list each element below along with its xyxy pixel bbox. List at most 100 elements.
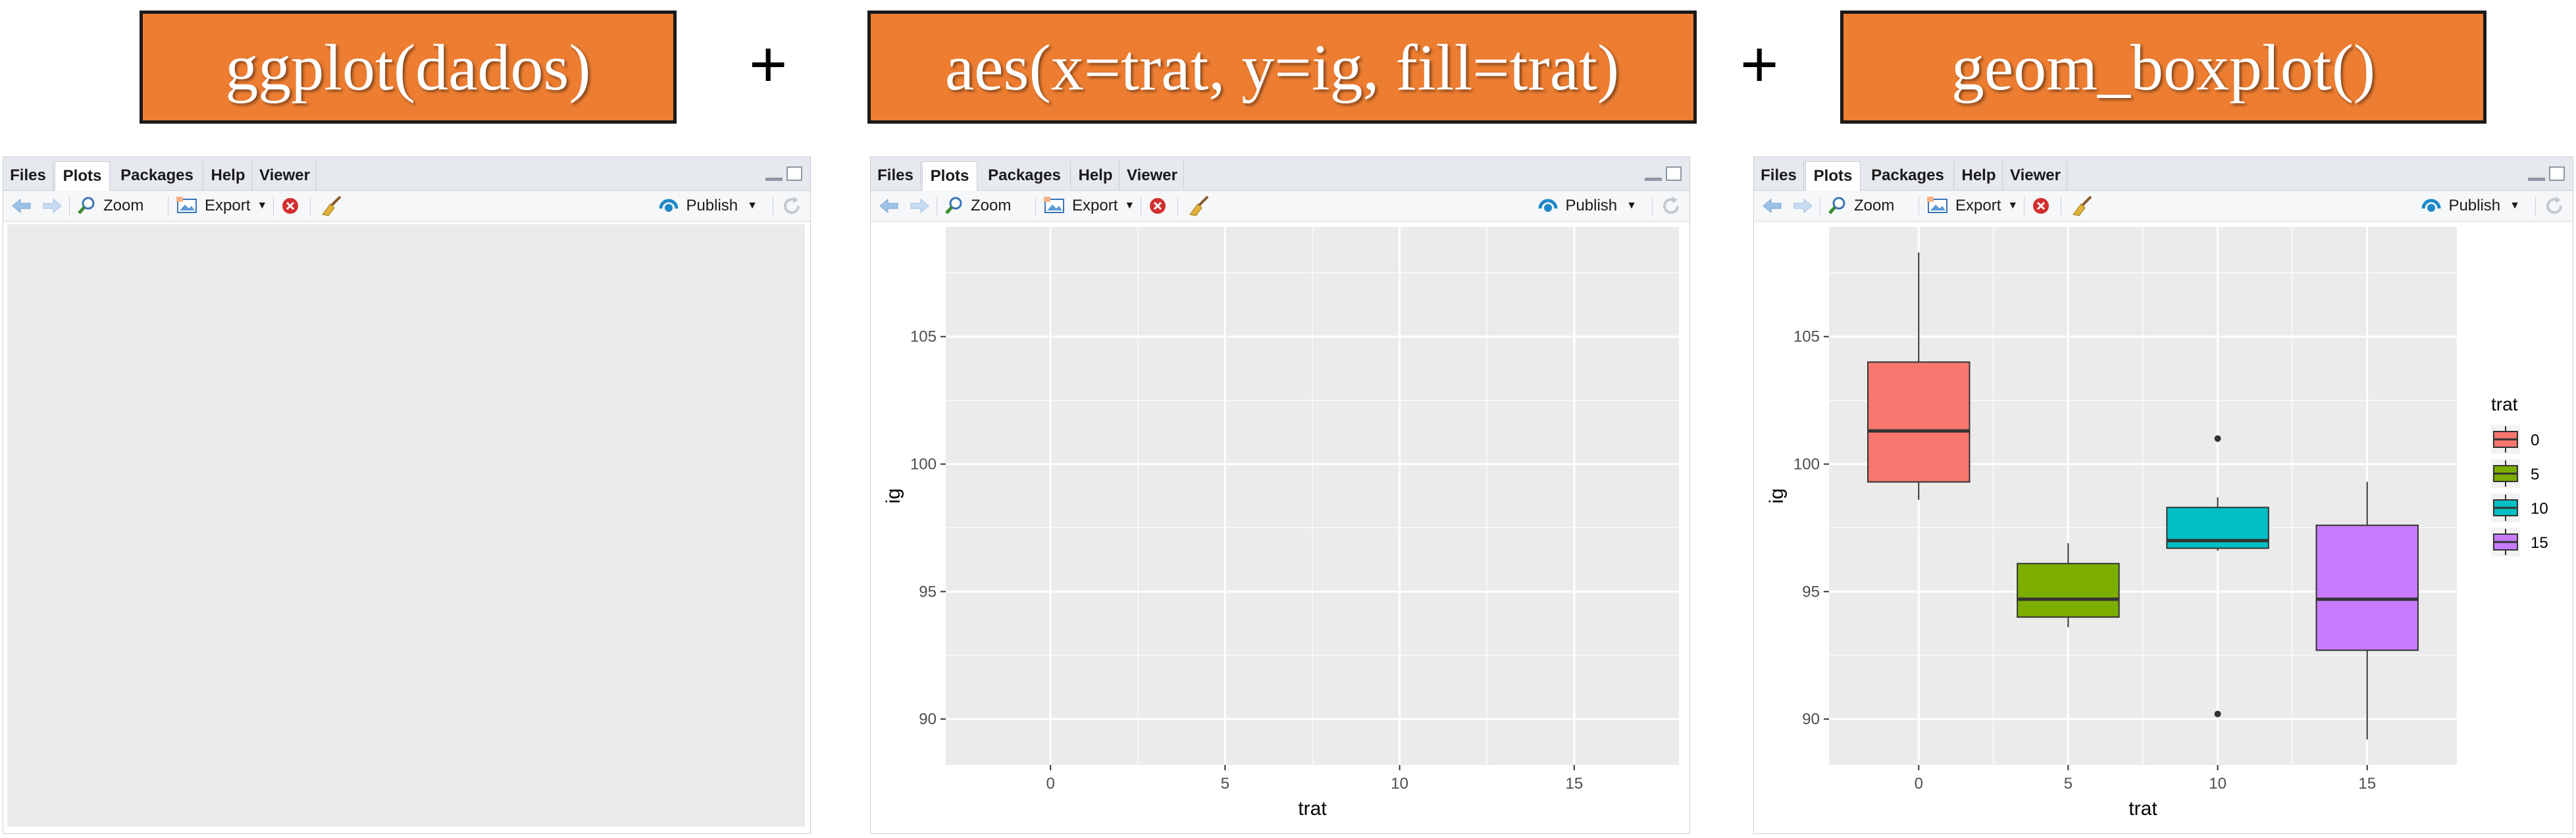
plots-toolbar: Zoom Export ▼ Publish ▼ xyxy=(3,191,810,222)
export-image-icon xyxy=(1044,197,1064,213)
chart-svg: 90 95 100 105 0 5 10 15 trat ig trat 0 5 10 15 xyxy=(1766,227,2548,820)
remove-plot-icon[interactable] xyxy=(281,191,299,221)
pane-tab-bar: Files Plots Packages Help Viewer xyxy=(871,157,1689,191)
publish-label: Publish xyxy=(686,197,738,214)
legend-entry-label: 0 xyxy=(2531,431,2539,449)
x-tick-label: 10 xyxy=(2209,775,2227,793)
outlier-point xyxy=(2214,435,2221,442)
tab-viewer[interactable]: Viewer xyxy=(1121,161,1184,190)
y-tick-label: 90 xyxy=(1802,710,1820,728)
chevron-down-icon: ▼ xyxy=(1124,200,1135,211)
publish-button[interactable]: Publish ▼ xyxy=(1537,191,1637,221)
refresh-icon[interactable] xyxy=(2544,191,2565,221)
tab-packages[interactable]: Packages xyxy=(1862,161,1954,190)
remove-plot-icon[interactable] xyxy=(2032,191,2050,221)
y-axis-title: ig xyxy=(1766,488,1788,503)
tab-help[interactable]: Help xyxy=(205,161,252,190)
blank-plot-panel xyxy=(7,224,805,827)
x-tick-label: 10 xyxy=(1391,775,1408,793)
tab-help[interactable]: Help xyxy=(1955,161,2003,190)
publish-button[interactable]: Publish ▼ xyxy=(658,191,758,221)
publish-button[interactable]: Publish ▼ xyxy=(2421,191,2520,221)
forward-arrow-icon[interactable] xyxy=(41,191,63,221)
back-arrow-icon[interactable] xyxy=(879,191,900,221)
y-tick-label: 95 xyxy=(919,583,937,601)
maximize-pane-icon[interactable] xyxy=(1666,166,1682,181)
legend-entry-label: 5 xyxy=(2531,466,2539,483)
export-image-icon xyxy=(176,197,197,213)
code-banner-aes: aes(x=trat, y=ig, fill=trat) xyxy=(867,11,1697,124)
x-axis-title: trat xyxy=(1298,798,1327,820)
zoom-button[interactable]: Zoom xyxy=(944,191,1011,221)
x-axis-title: trat xyxy=(2128,798,2157,820)
zoom-magnifier-icon xyxy=(1828,197,1845,214)
chevron-down-icon: ▼ xyxy=(2007,200,2019,211)
minimize-pane-icon[interactable] xyxy=(2528,166,2545,181)
refresh-icon[interactable] xyxy=(781,191,802,221)
publish-icon xyxy=(2421,199,2441,212)
x-tick-label: 15 xyxy=(2358,775,2376,793)
plot-area: 90 95 100 105 0 5 10 15 trat ig xyxy=(873,222,1687,831)
tab-files[interactable]: Files xyxy=(1754,161,1804,190)
plots-toolbar: Zoom Export ▼ Publish ▼ xyxy=(1754,191,2573,222)
box-trat-5 xyxy=(2017,562,2120,618)
y-tick-label: 100 xyxy=(910,456,937,474)
forward-arrow-icon[interactable] xyxy=(1792,191,1813,221)
export-label: Export xyxy=(205,197,251,214)
y-tick-label: 90 xyxy=(919,710,937,728)
forward-arrow-icon[interactable] xyxy=(909,191,930,221)
publish-label: Publish xyxy=(1565,197,1618,214)
publish-label: Publish xyxy=(2448,197,2501,214)
refresh-icon[interactable] xyxy=(1661,191,1682,221)
legend-entry-label: 10 xyxy=(2531,500,2548,518)
zoom-label: Zoom xyxy=(971,197,1012,214)
x-tick-label: 0 xyxy=(1915,775,1923,793)
y-tick-label: 100 xyxy=(1793,456,1820,474)
back-arrow-icon[interactable] xyxy=(11,191,32,221)
publish-icon xyxy=(659,199,679,212)
chevron-down-icon: ▼ xyxy=(1626,200,1637,211)
x-tick-label: 0 xyxy=(1046,775,1054,793)
chevron-down-icon: ▼ xyxy=(747,200,758,211)
chevron-down-icon: ▼ xyxy=(257,200,268,211)
tab-files[interactable]: Files xyxy=(3,161,53,190)
maximize-pane-icon[interactable] xyxy=(2549,166,2565,181)
plus-sign-2: + xyxy=(1740,28,1779,101)
clear-broom-icon[interactable] xyxy=(321,191,343,221)
back-arrow-icon[interactable] xyxy=(1762,191,1783,221)
zoom-label: Zoom xyxy=(103,197,144,214)
minimize-pane-icon[interactable] xyxy=(765,166,783,181)
zoom-button[interactable]: Zoom xyxy=(77,191,143,221)
y-axis-title: ig xyxy=(883,488,904,503)
y-tick-label: 105 xyxy=(910,328,937,346)
export-button[interactable]: Export ▼ xyxy=(1926,191,2018,221)
export-button[interactable]: Export ▼ xyxy=(176,191,267,221)
tab-packages[interactable]: Packages xyxy=(979,161,1071,190)
x-tick-label: 5 xyxy=(1221,775,1229,793)
maximize-pane-icon[interactable] xyxy=(786,166,802,181)
export-button[interactable]: Export ▼ xyxy=(1043,191,1135,221)
tab-packages[interactable]: Packages xyxy=(111,161,203,190)
x-tick-label: 5 xyxy=(2064,775,2073,793)
tab-plots[interactable]: Plots xyxy=(922,161,977,191)
tab-files[interactable]: Files xyxy=(871,161,921,190)
clear-broom-icon[interactable] xyxy=(2071,191,2094,221)
plots-pane-boxplot: Files Plots Packages Help Viewer Zoom Ex… xyxy=(1753,157,2573,834)
tab-plots[interactable]: Plots xyxy=(1805,161,1861,191)
publish-icon xyxy=(1538,199,1558,212)
tab-help[interactable]: Help xyxy=(1072,161,1120,190)
zoom-magnifier-icon xyxy=(78,197,95,214)
export-label: Export xyxy=(1955,197,2001,214)
export-image-icon xyxy=(1927,197,1947,213)
clear-broom-icon[interactable] xyxy=(1188,191,1210,221)
tab-plots[interactable]: Plots xyxy=(55,161,110,191)
chevron-down-icon: ▼ xyxy=(2510,200,2520,211)
zoom-button[interactable]: Zoom xyxy=(1828,191,1894,221)
remove-plot-icon[interactable] xyxy=(1148,191,1167,221)
plot-area xyxy=(6,222,808,831)
minimize-pane-icon[interactable] xyxy=(1645,166,1662,181)
tab-viewer[interactable]: Viewer xyxy=(253,161,317,190)
plots-toolbar: Zoom Export ▼ Publish ▼ xyxy=(871,191,1689,222)
pane-tab-bar: Files Plots Packages Help Viewer xyxy=(3,157,810,191)
tab-viewer[interactable]: Viewer xyxy=(2004,161,2067,190)
